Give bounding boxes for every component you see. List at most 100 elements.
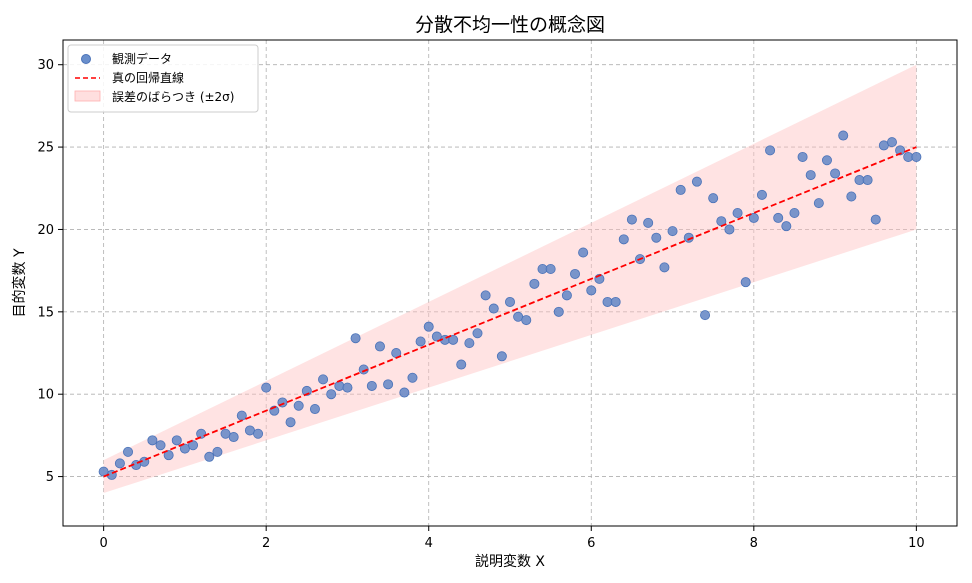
data-point: [870, 214, 881, 225]
data-point: [448, 334, 459, 345]
data-point: [147, 435, 158, 446]
data-point: [350, 333, 361, 344]
data-point: [886, 137, 897, 148]
data-point: [472, 328, 483, 339]
x-axis-label: 説明変数 X: [475, 553, 545, 570]
data-point: [618, 234, 629, 245]
data-point: [626, 214, 637, 225]
data-point: [813, 198, 824, 209]
data-point: [114, 458, 125, 469]
data-point: [553, 306, 564, 317]
data-point: [643, 217, 654, 228]
data-point: [318, 374, 329, 385]
data-point: [529, 278, 540, 289]
data-point: [748, 212, 759, 223]
data-point: [797, 151, 808, 162]
data-point: [334, 380, 345, 391]
data-point: [374, 341, 385, 352]
data-point: [464, 338, 475, 349]
data-point: [253, 428, 264, 439]
data-point: [586, 285, 597, 296]
data-point: [740, 277, 751, 288]
y-tick-label: 30: [37, 58, 54, 73]
data-point: [675, 184, 686, 195]
x-tick-label: 2: [262, 536, 270, 551]
data-point: [789, 207, 800, 218]
data-point: [724, 224, 735, 235]
data-point: [415, 336, 426, 347]
data-point: [488, 303, 499, 314]
data-point: [838, 130, 849, 141]
data-point: [521, 315, 532, 326]
data-point: [821, 155, 832, 166]
data-point: [700, 310, 711, 321]
y-tick-label: 15: [37, 305, 54, 320]
data-point: [773, 212, 784, 223]
data-point: [708, 193, 719, 204]
data-point: [342, 382, 353, 393]
data-point: [911, 151, 922, 162]
data-point: [895, 145, 906, 156]
data-point: [651, 232, 662, 243]
data-point: [285, 417, 296, 428]
data-point: [659, 262, 670, 273]
data-point: [781, 221, 792, 232]
data-point: [212, 446, 223, 457]
data-point: [765, 145, 776, 156]
y-tick-label: 25: [37, 141, 54, 156]
data-point: [171, 435, 182, 446]
data-point: [570, 268, 581, 279]
data-point: [480, 290, 491, 301]
legend-label-band: 誤差のばらつき (±2σ): [112, 89, 234, 104]
x-tick-label: 4: [425, 536, 433, 551]
data-point: [188, 440, 199, 451]
legend-box: [67, 44, 259, 113]
data-point: [756, 189, 767, 200]
data-point: [805, 170, 816, 181]
x-tick-label: 10: [908, 536, 925, 551]
data-point: [504, 296, 515, 307]
x-ticks: 0 2 4 6 8 10: [99, 526, 925, 551]
data-point: [236, 410, 247, 421]
regression-line-layer: [103, 146, 917, 478]
data-point: [383, 379, 394, 390]
data-point: [561, 290, 572, 301]
legend-label-line: 真の回帰直線: [112, 70, 184, 85]
chart-title: 分散不均一性の概念図: [415, 13, 605, 36]
points-layer: [98, 130, 922, 480]
x-tick-label: 6: [587, 536, 595, 551]
y-tick-label: 20: [37, 223, 54, 238]
data-point: [163, 450, 174, 461]
data-point: [683, 232, 694, 243]
data-point: [496, 351, 507, 362]
data-point: [423, 321, 434, 332]
data-point: [691, 176, 702, 187]
data-point: [456, 359, 467, 370]
data-point: [309, 404, 320, 415]
data-point: [293, 400, 304, 411]
y-axis-label: 目的変数 Y: [11, 248, 28, 317]
x-tick-label: 8: [750, 536, 758, 551]
data-point: [399, 387, 410, 398]
y-tick-label: 10: [37, 388, 54, 403]
data-point: [123, 446, 134, 457]
data-point: [358, 364, 369, 375]
data-point: [732, 207, 743, 218]
data-point: [261, 382, 272, 393]
data-point: [407, 372, 418, 383]
data-point: [155, 440, 166, 451]
data-point: [862, 175, 873, 186]
legend-marker-points: [81, 54, 91, 64]
plot-frame: [62, 39, 958, 527]
data-point: [326, 389, 337, 400]
data-point: [667, 226, 678, 237]
data-point: [846, 191, 857, 202]
data-point: [610, 296, 621, 307]
data-point: [578, 247, 589, 258]
y-tick-label: 5: [46, 470, 54, 485]
data-point: [366, 380, 377, 391]
data-point: [196, 428, 207, 439]
data-point: [204, 451, 215, 462]
x-tick-label: 0: [99, 536, 107, 551]
